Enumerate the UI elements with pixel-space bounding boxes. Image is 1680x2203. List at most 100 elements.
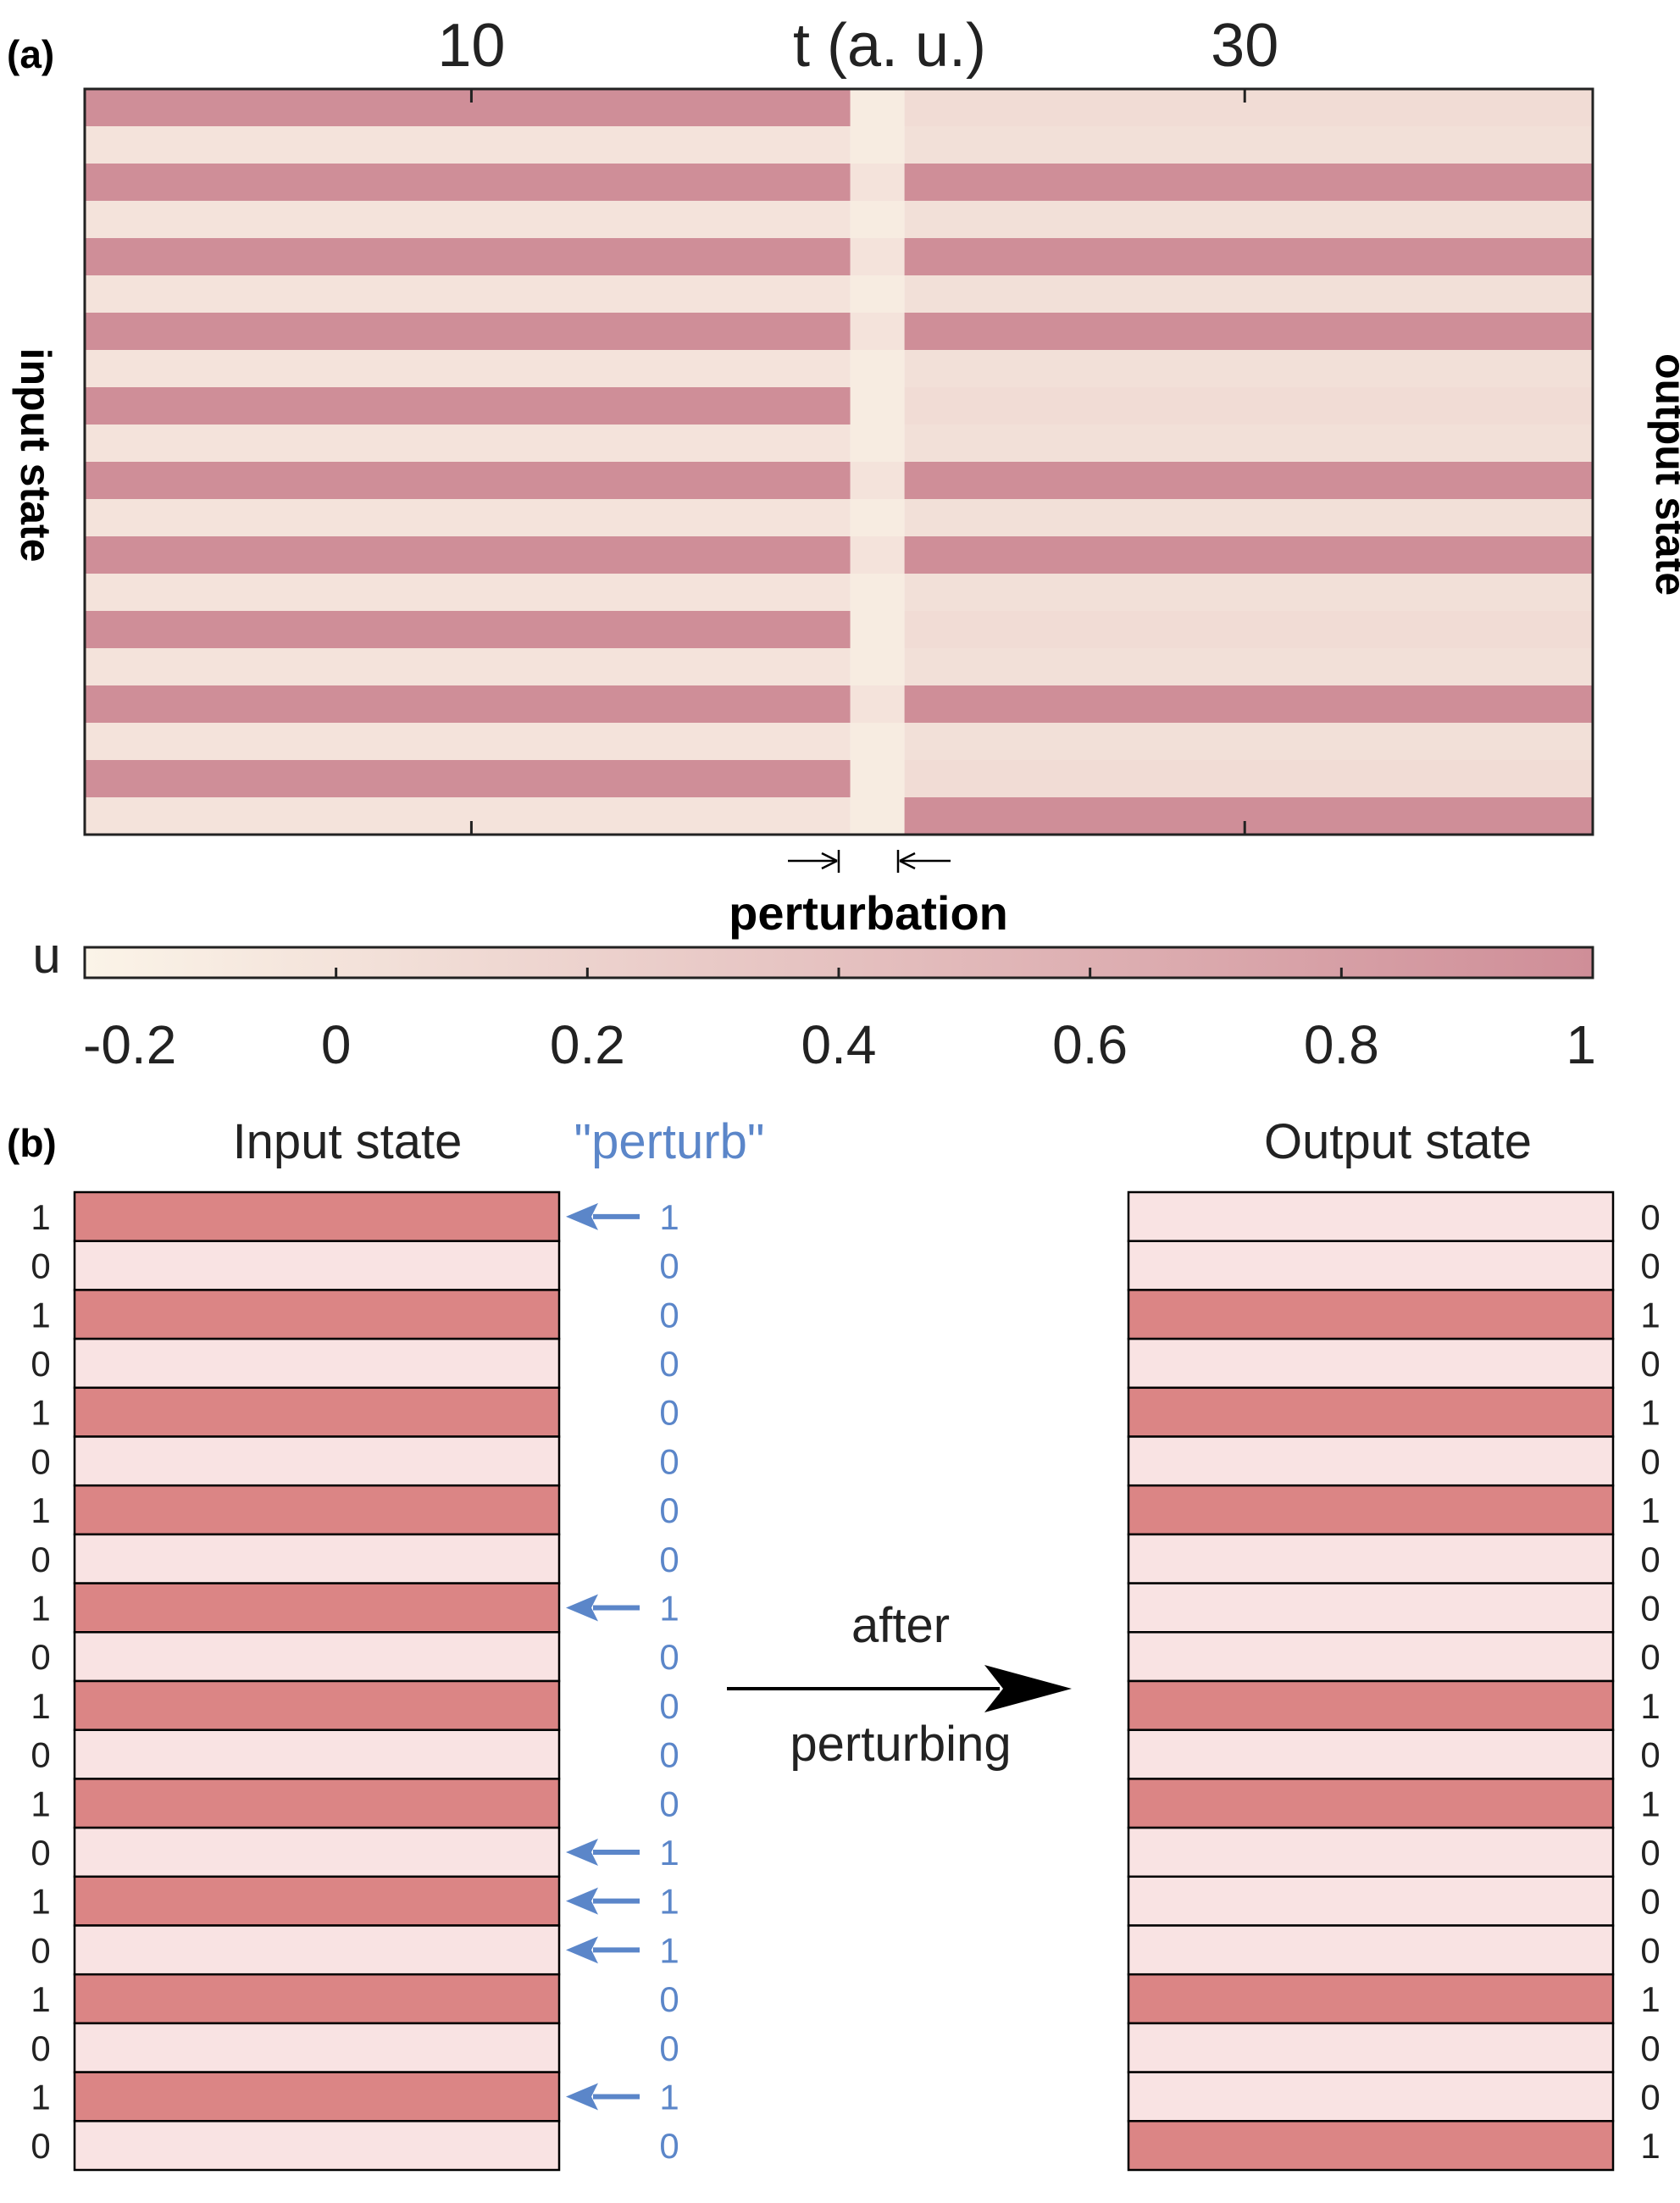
heatmap-output-row (904, 313, 1593, 350)
heatmap-input-row (85, 126, 851, 164)
perturb-column: 1 0 0 0 0 0 0 0 1 0 0 0 0 1 1 1 0 0 1 0 (566, 1197, 679, 2166)
output-bit-label: 0 (1640, 1540, 1660, 1579)
perturb-arrow-icon (566, 1202, 640, 1230)
heatmap-perturbation-cell (850, 499, 905, 536)
output-bit-label: 1 (1640, 2126, 1660, 2166)
input-bit-label: 1 (30, 1979, 50, 2019)
heatmap-perturbation-cell (850, 462, 905, 499)
heatmap-input-row (85, 536, 851, 574)
input-bit-bar (73, 1679, 561, 1731)
perturb-bit-label: 1 (659, 1833, 679, 1873)
heatmap-input-row (85, 425, 851, 462)
heatmap-input-row (85, 760, 851, 797)
output-bit-label: 0 (1640, 1882, 1660, 1922)
colorbar-label: u (32, 927, 60, 984)
heatmap-input-row (85, 574, 851, 611)
output-bit-label: 0 (1640, 1930, 1660, 1970)
output-bit-label: 0 (1640, 1344, 1660, 1384)
heatmap-output-row (904, 499, 1593, 536)
input-bit-bar (73, 2022, 561, 2073)
x-tick-marks (469, 89, 1246, 835)
heatmap-output-row (904, 425, 1593, 462)
heatmap-input-row (85, 350, 851, 387)
output-bit-bar (1127, 1924, 1615, 1976)
heatmap-input-row (85, 238, 851, 275)
colorbar-tick-label: 0.8 (1304, 1014, 1379, 1075)
heatmap-input-row (85, 313, 851, 350)
perturb-bit-label: 0 (659, 1540, 679, 1579)
heatmap-input-row (85, 387, 851, 425)
output-bit-bar (1127, 1826, 1615, 1878)
output-bit-bar (1127, 1973, 1615, 2025)
input-bit-label: 0 (30, 1441, 50, 1481)
output-bit-bar (1127, 1435, 1615, 1487)
heatmap-perturbation-cell (850, 238, 905, 275)
heatmap-perturbation-cell (850, 685, 905, 723)
perturb-bit-label: 0 (659, 2126, 679, 2166)
output-bit-label: 0 (1640, 1197, 1660, 1237)
output-bit-bar (1127, 1875, 1615, 1927)
heatmap-output-row (904, 275, 1593, 313)
output-bit-bar (1127, 1240, 1615, 1291)
input-bit-label: 1 (30, 1295, 50, 1335)
heatmap-perturbation-cell (850, 797, 905, 835)
input-bit-bar (73, 1826, 561, 1878)
heatmap-input-row (85, 723, 851, 760)
arrow-top-label: after (851, 1598, 950, 1653)
output-bit-bar (1127, 1533, 1615, 1584)
perturbation-marker (788, 850, 951, 873)
colorbar-tick-label: -0.2 (83, 1014, 176, 1075)
x-tick-label: 30 (1211, 12, 1278, 80)
perturb-bit-label: 1 (659, 2077, 679, 2117)
perturb-bit-label: 0 (659, 1979, 679, 2019)
colorbar-tick-label: 0.4 (801, 1014, 877, 1075)
heatmap-input-row (85, 462, 851, 499)
heatmap-output-row (904, 164, 1593, 201)
heatmap-input-row (85, 797, 851, 835)
heatmap-output-row (904, 760, 1593, 797)
input-bit-bar (73, 1729, 561, 1780)
perturb-title: "perturb" (574, 1114, 765, 1169)
output-bit-bar (1127, 1386, 1615, 1438)
input-bit-bar (73, 1240, 561, 1291)
perturbation-label: perturbation (729, 886, 1008, 940)
perturb-arrow-icon (566, 1936, 640, 1964)
perturb-bit-label: 0 (659, 1490, 679, 1530)
heatmap-output-row (904, 126, 1593, 164)
heatmap-perturbation-cell (850, 611, 905, 648)
output-bit-bar (1127, 1484, 1615, 1536)
output-bit-bar (1127, 1778, 1615, 1829)
perturb-bit-label: 0 (659, 1295, 679, 1335)
input-bit-label: 1 (30, 1393, 50, 1433)
input-bit-bar (73, 1337, 561, 1390)
heatmap-output-row (904, 723, 1593, 760)
output-bit-bar (1127, 1679, 1615, 1731)
heatmap-output-row (904, 462, 1593, 499)
perturb-bit-label: 1 (659, 1197, 679, 1237)
heatmap-perturbation-cell (850, 574, 905, 611)
heatmap-output-row (904, 89, 1593, 126)
heatmap-output-row (904, 685, 1593, 723)
perturb-arrow-icon (566, 1838, 640, 1866)
output-bit-label: 0 (1640, 2077, 1660, 2117)
output-bit-label: 1 (1640, 1784, 1660, 1823)
input-bit-label: 1 (30, 1882, 50, 1922)
input-bit-label: 0 (30, 2028, 50, 2068)
heatmap-perturbation-cell (850, 350, 905, 387)
output-bit-label: 0 (1640, 2028, 1660, 2068)
heatmap-input-row (85, 164, 851, 201)
input-bit-label: 1 (30, 1784, 50, 1823)
output-bit-label: 0 (1640, 1441, 1660, 1481)
heatmap-perturbation-cell (850, 313, 905, 350)
perturb-arrow-icon (566, 1887, 640, 1915)
input-bit-bar (73, 1289, 561, 1340)
input-bit-label: 0 (30, 1930, 50, 1970)
output-bit-label: 0 (1640, 1588, 1660, 1628)
input-bit-label: 1 (30, 1588, 50, 1628)
input-bit-label: 0 (30, 2126, 50, 2166)
input-bit-bar (73, 1484, 561, 1536)
perturb-bit-label: 0 (659, 2028, 679, 2068)
input-bit-bar (73, 1973, 561, 2025)
output-bit-label: 0 (1640, 1833, 1660, 1873)
input-bit-bar (73, 1778, 561, 1829)
